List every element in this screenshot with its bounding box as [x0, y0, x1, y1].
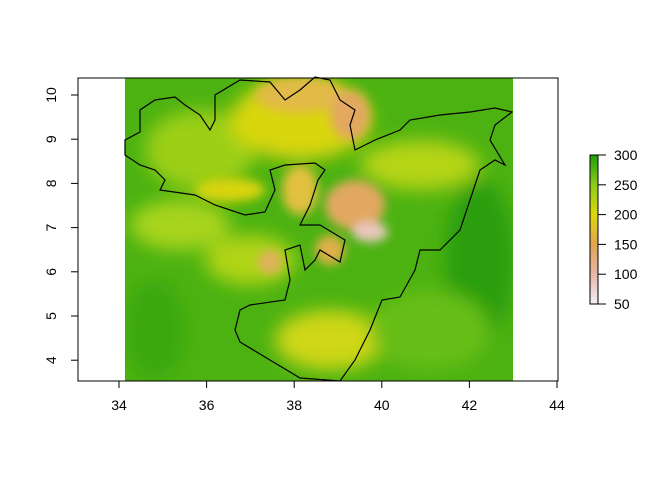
elevation-raster [125, 78, 513, 381]
y-tick-label: 5 [43, 312, 59, 320]
colorbar-tick-label: 100 [614, 266, 638, 282]
y-axis: 4 5 6 7 8 9 10 [43, 87, 79, 364]
colorbar [589, 154, 599, 305]
x-tick-label: 44 [549, 397, 565, 413]
colorbar-legend: 50 100 150 200 250 300 [589, 147, 638, 312]
colorbar-tick-label: 300 [614, 147, 638, 163]
y-tick-label: 8 [43, 179, 59, 187]
x-tick-label: 36 [199, 397, 215, 413]
y-tick-label: 9 [43, 135, 59, 143]
y-tick-label: 6 [43, 268, 59, 276]
x-tick-label: 40 [374, 397, 390, 413]
y-tick-label: 10 [43, 87, 59, 103]
colorbar-tick-label: 150 [614, 236, 638, 252]
y-tick-label: 4 [43, 356, 59, 364]
colorbar-tick-label: 250 [614, 177, 638, 193]
x-tick-label: 34 [111, 397, 127, 413]
x-axis: 34 36 38 40 42 44 [111, 380, 565, 413]
y-tick-label: 7 [43, 223, 59, 231]
country-boundary [124, 76, 514, 382]
x-tick-label: 38 [286, 397, 302, 413]
colorbar-tick-label: 50 [614, 296, 630, 312]
colorbar-tick-label: 200 [614, 207, 638, 223]
x-tick-label: 42 [462, 397, 478, 413]
